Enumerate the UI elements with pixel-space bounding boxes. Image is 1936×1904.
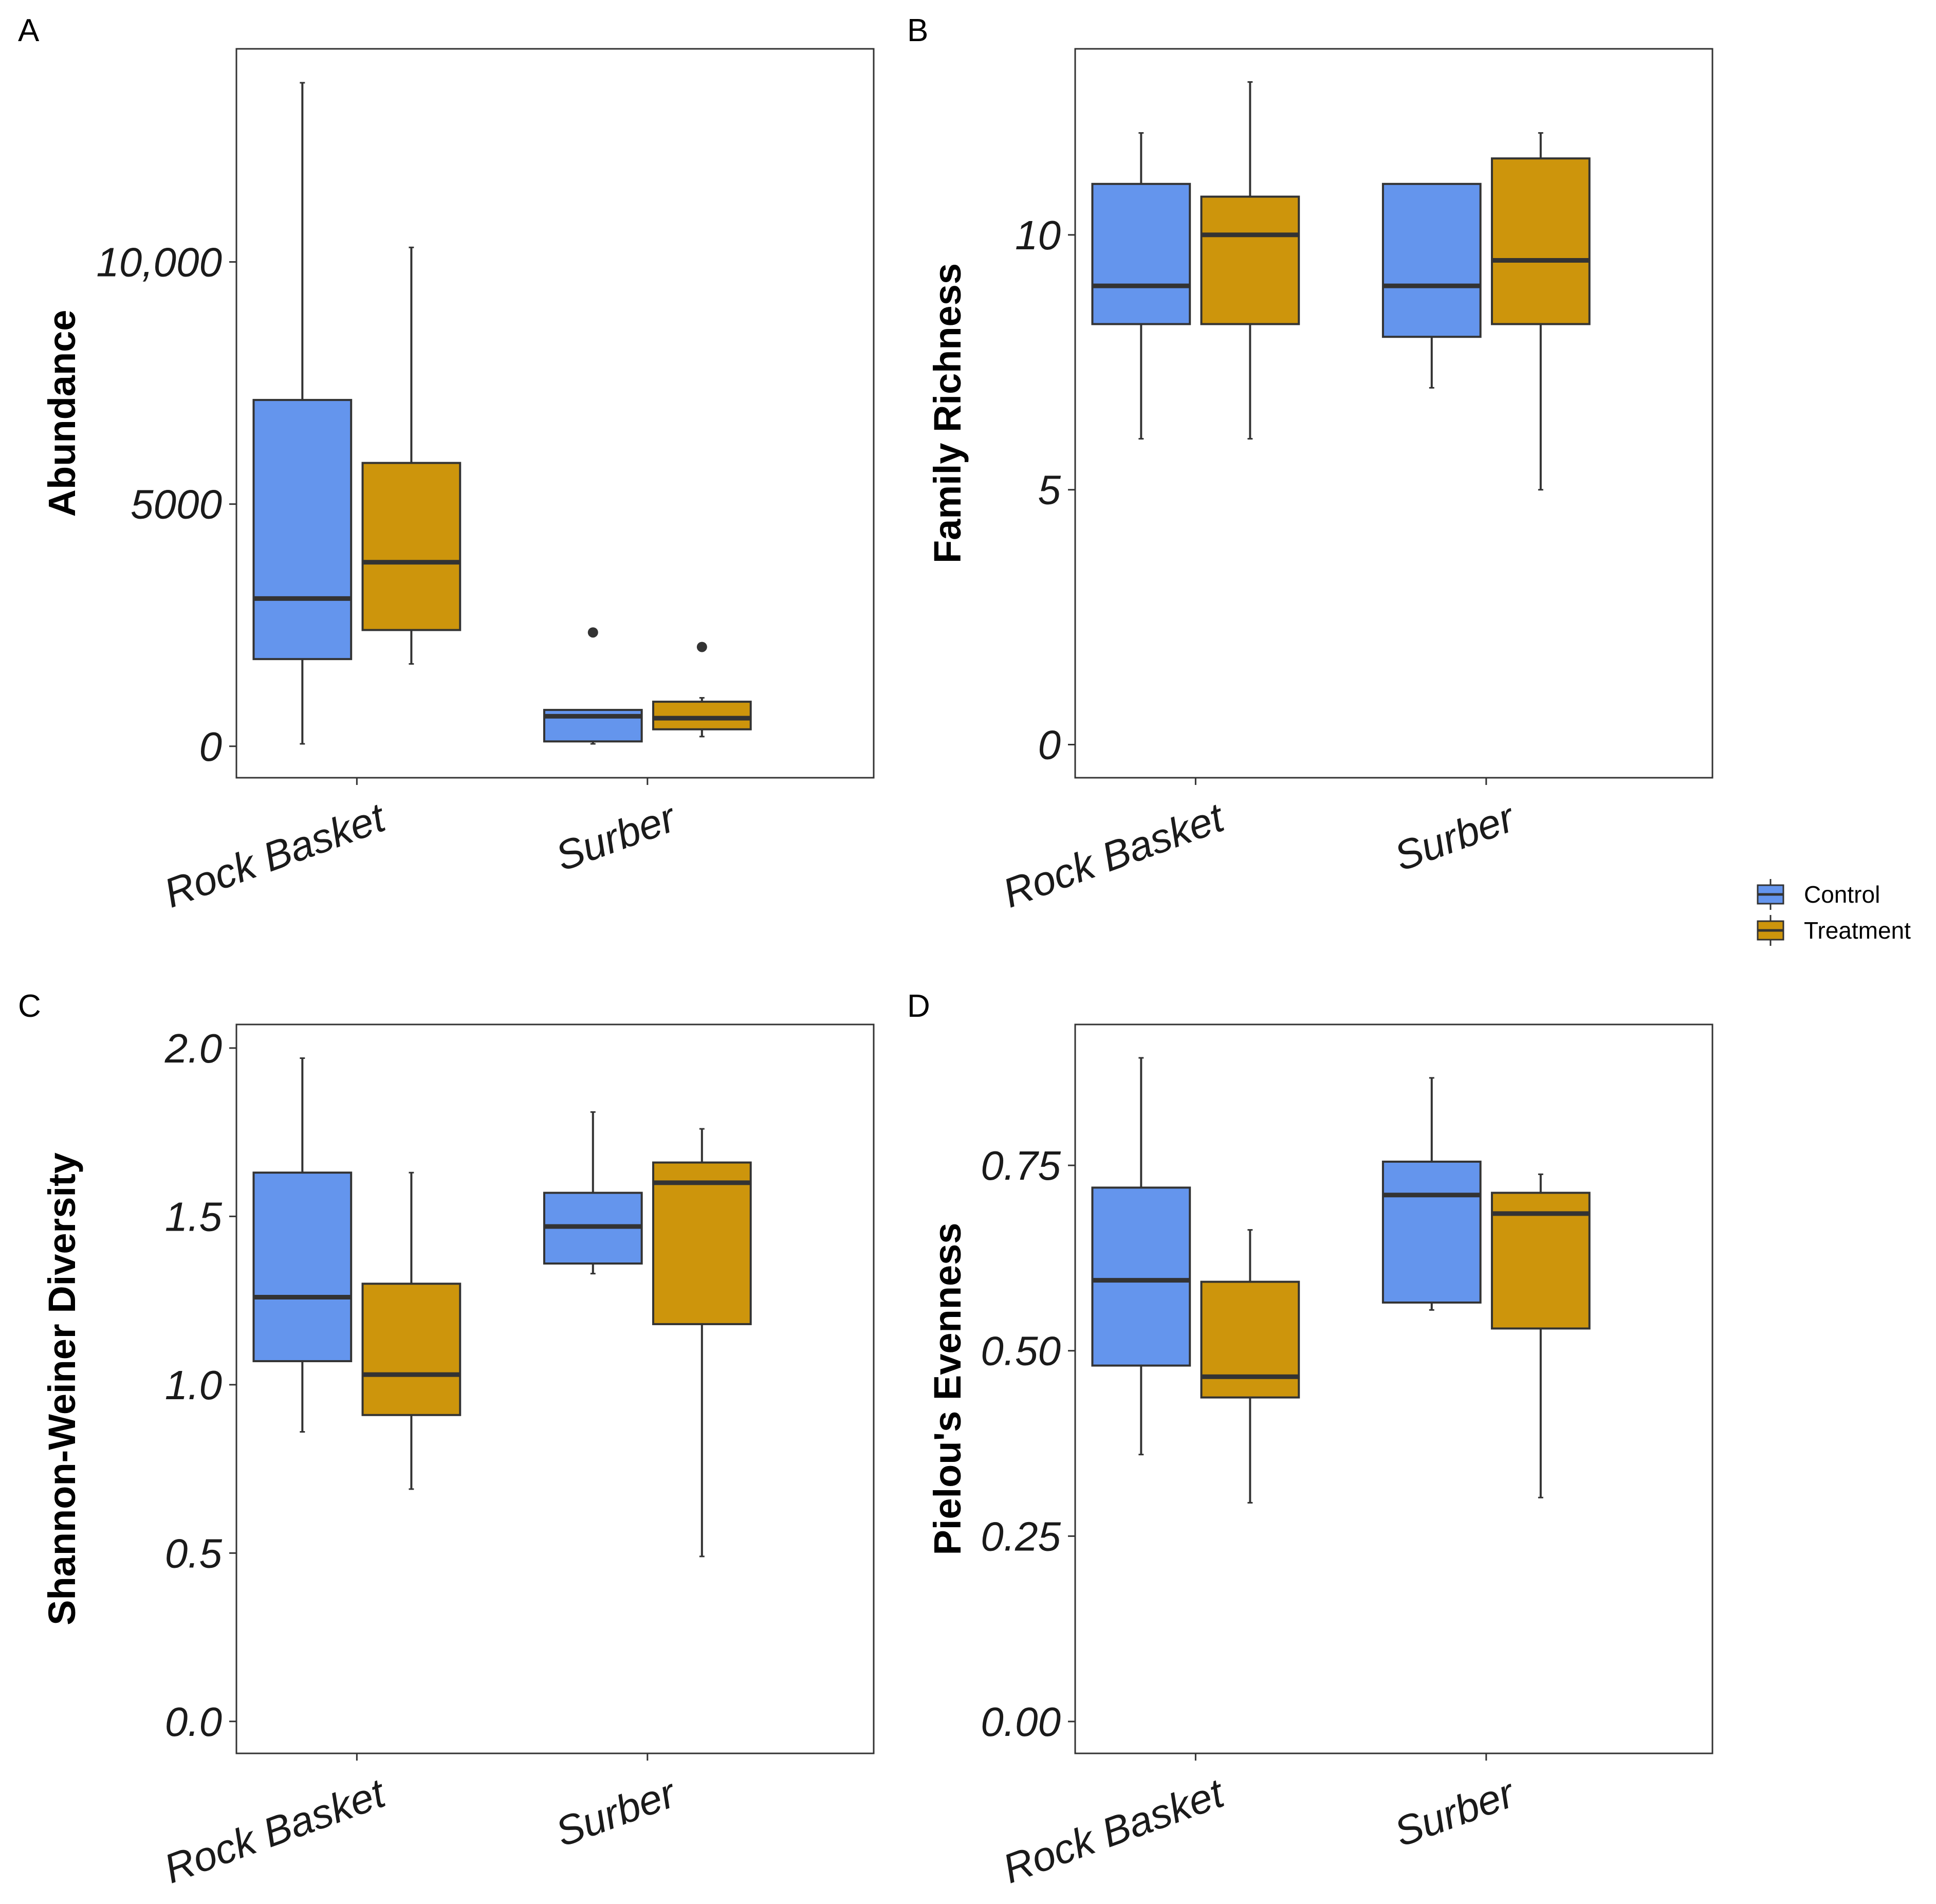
box-treatment-surber [652, 1128, 752, 1558]
legend-label-control: Control [1804, 881, 1880, 908]
plot-frame [235, 1023, 875, 1754]
panel-letter: B [907, 13, 928, 48]
box-control-surber [543, 1111, 643, 1275]
box-iqr [1091, 182, 1191, 325]
x-tick-label: Surber [1389, 1769, 1522, 1855]
panel-letter: D [907, 988, 930, 1024]
legend: Control Treatment [1757, 879, 1911, 946]
box-treatment-rock-basket [1200, 81, 1300, 440]
x-tick-label: Surber [550, 794, 683, 880]
x-tick-label: Rock Basket [997, 794, 1231, 916]
box-iqr [361, 462, 462, 631]
y-tick-label: 1.5 [165, 1194, 223, 1239]
y-axis-title: Shannon-Weiner Diversity [41, 1152, 83, 1625]
box-treatment-surber [1490, 1173, 1591, 1498]
box-treatment-rock-basket [361, 246, 462, 665]
box-control-surber [543, 627, 643, 745]
panel-d: D 0.00 0.25 0.50 0.75 Pielou's Evenness Rock B… [907, 988, 1713, 1892]
box-control-surber [1381, 182, 1482, 389]
x-tick-label: Rock Basket [997, 1769, 1231, 1892]
y-tick-label: 0.00 [981, 1699, 1061, 1745]
box-iqr [1381, 182, 1482, 338]
legend-key-control [1757, 879, 1784, 910]
y-tick-label: 10,000 [96, 240, 222, 285]
legend-key-treatment [1757, 915, 1784, 946]
box-treatment-rock-basket [1200, 1229, 1300, 1504]
plot-frame [235, 48, 875, 779]
y-tick-label: 5000 [131, 482, 222, 527]
outlier-point [696, 642, 707, 652]
box-control-rock-basket [1091, 1057, 1191, 1456]
outlier-point [587, 627, 598, 638]
box-treatment-surber [652, 642, 752, 738]
panel-c: C 0.0 0.5 1.0 1.5 2.0 Shannon-Weiner Diversity… [18, 988, 875, 1892]
box-iqr [652, 701, 752, 730]
box-iqr [1490, 157, 1591, 325]
y-axis-title: Abundance [41, 310, 83, 517]
panel-letter: A [18, 13, 40, 48]
y-tick-label: 0 [199, 724, 223, 770]
x-tick-label: Rock Basket [158, 1769, 392, 1892]
box-control-rock-basket [1091, 132, 1191, 440]
panel-a: A 0 5000 10,000 Abundance Rock Basket Surber [18, 13, 875, 917]
box-iqr [1091, 1186, 1191, 1367]
y-tick-label: 2.0 [164, 1026, 222, 1071]
plot-frame [1074, 48, 1713, 779]
y-tick-label: 0 [1038, 722, 1061, 768]
y-tick-label: 1.0 [165, 1362, 222, 1408]
box-iqr [1381, 1160, 1482, 1304]
x-tick-label: Surber [1389, 794, 1522, 880]
box-control-rock-basket [252, 82, 353, 745]
x-tick-label: Surber [550, 1769, 683, 1855]
y-tick-label: 10 [1015, 212, 1061, 258]
box-control-rock-basket [252, 1057, 353, 1433]
box-iqr [1200, 195, 1300, 325]
box-iqr [252, 399, 353, 661]
y-tick-label: 5 [1038, 467, 1061, 513]
box-iqr [361, 1283, 462, 1416]
panel-letter: C [18, 988, 41, 1024]
panel-b: B 0 5 10 Family Richness Rock Basket Surber [907, 13, 1713, 917]
box-iqr [652, 1161, 752, 1325]
y-tick-label: 0.50 [981, 1328, 1061, 1374]
box-treatment-rock-basket [361, 1171, 462, 1490]
box-iqr [252, 1171, 353, 1362]
box-treatment-surber [1490, 132, 1591, 491]
y-tick-label: 0.0 [165, 1699, 222, 1745]
x-tick-label: Rock Basket [158, 794, 392, 916]
box-iqr [1200, 1280, 1300, 1399]
y-axis-title: Pielou's Evenness [926, 1223, 969, 1555]
y-tick-label: 0.25 [981, 1513, 1061, 1559]
y-axis-title: Family Richness [926, 263, 969, 563]
y-tick-label: 0.5 [165, 1530, 223, 1576]
legend-label-treatment: Treatment [1804, 917, 1911, 944]
y-tick-label: 0.75 [981, 1143, 1061, 1188]
plot-frame [1074, 1023, 1713, 1754]
box-control-surber [1381, 1077, 1482, 1311]
